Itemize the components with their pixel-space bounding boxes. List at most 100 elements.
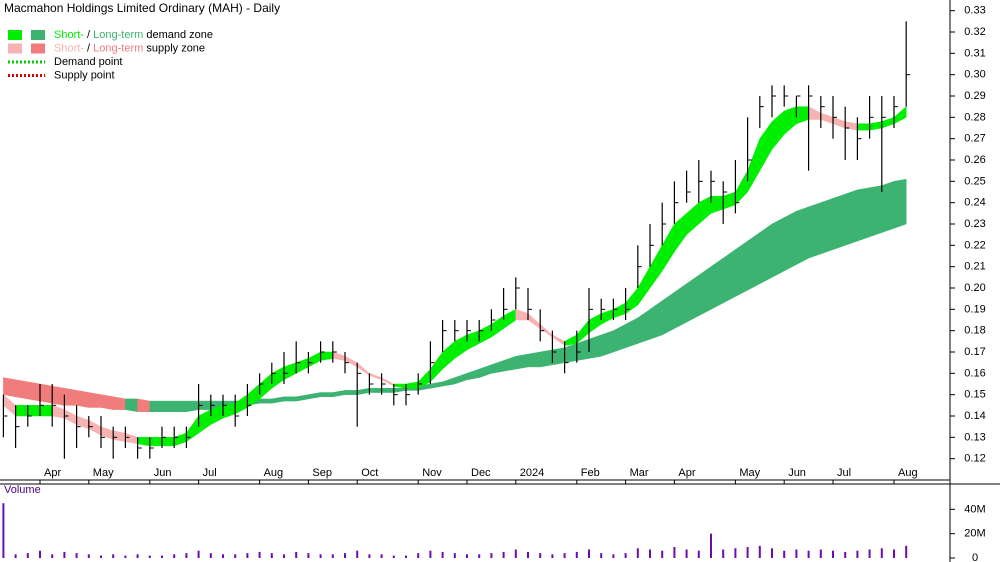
zone-band [234,394,248,415]
y-tick-label: 0.30 [964,69,985,81]
x-tick-label: Jul [203,467,217,479]
volume-bar [636,548,639,558]
zone-band [430,351,443,383]
legend-text: Short- [54,43,84,55]
zone-band [161,437,175,447]
volume-bar [502,551,505,558]
legend-text: / [84,29,93,41]
x-tick-label: Jun [154,467,172,479]
zone-band [820,112,834,125]
zone-band [674,283,687,329]
zone-band [832,116,846,129]
volume-bar [746,547,749,558]
volume-bar [905,545,908,558]
zone-band [356,387,370,395]
zone-band [271,396,285,404]
volume-bar [466,554,468,558]
zone-band [600,330,614,357]
zone-band [88,419,102,436]
zone-band [503,355,517,372]
zone-band [710,257,724,310]
volume-bar [880,548,883,558]
x-tick-label: May [93,467,114,479]
y-tick-label: 0.16 [964,367,985,379]
volume-bar [819,549,822,558]
y-tick-label: 0.17 [964,346,985,358]
volume-bar [722,549,725,558]
zone-band [759,223,773,285]
zone-band [100,394,114,410]
volume-bar [758,545,761,558]
zone-band [771,217,785,278]
volume-bar [75,553,78,558]
volume-bar [331,554,334,558]
zone-band [613,323,626,353]
volume-bar [368,554,371,558]
volume-bar [490,553,493,558]
zone-band [881,180,895,233]
volume-bar [295,551,298,558]
zone-band [393,388,407,393]
chart-title: Macmahon Holdings Limited Ordinary (MAH)… [4,1,280,15]
zone-band [588,313,602,334]
zone-band [198,409,212,434]
y-tick-label: 0.27 [964,133,985,145]
zone-band [381,388,395,393]
zone-band [478,364,492,378]
volume-bar [246,553,249,558]
zone-band [661,291,675,336]
zone-band [161,400,175,412]
y-tick-label: 0.26 [964,154,985,166]
zone-band [759,120,773,172]
legend-label: Supply point [54,70,115,82]
zone-band [515,353,529,370]
zone-band [564,343,578,363]
volume-bar [673,547,676,558]
legend-text: supply zone [143,43,205,55]
zone-band [308,351,321,368]
zone-band [722,191,736,210]
volume-bar [563,553,566,558]
zone-band [466,368,480,381]
volume-bar [795,549,798,558]
x-tick-label: Sep [312,467,332,479]
volume-bar [429,550,432,558]
zone-band [51,404,65,419]
zone-band [393,383,407,389]
volume-bar [209,553,212,558]
y-tick-label: 0.18 [964,325,985,337]
zone-band [454,372,468,385]
y-tick-label: 0.22 [964,239,985,251]
zone-band [332,390,346,398]
zone-band [552,347,565,366]
zone-band [783,210,797,272]
zone-band [295,358,309,374]
zone-band [796,206,809,265]
zone-band [722,249,736,304]
volume-bar [234,554,237,558]
y-tick-label: 0.29 [964,90,985,102]
zone-band [503,308,517,330]
y-tick-label: 0.13 [964,431,985,443]
volume-bar [2,503,5,558]
zone-band [271,366,285,389]
x-tick-label: 2024 [520,467,544,479]
zone-band [613,302,626,319]
zone-band [149,400,163,412]
volume-bar [868,549,871,558]
x-tick-label: Mar [630,467,649,479]
zone-band [320,351,334,361]
zone-band [259,398,273,404]
legend-label: Demand point [54,56,123,68]
zone-band [661,223,675,272]
volume-bar [734,548,737,558]
x-tick-label: Aug [898,467,918,479]
legend-label: Short- / Long-term supply zone [54,43,205,55]
zone-band [564,334,578,346]
zone-band [39,405,53,417]
volume-bar [539,553,542,558]
zone-band [137,437,151,447]
y-tick-label: 0.25 [964,175,985,187]
legend-label: Short- / Long-term demand zone [54,29,213,41]
